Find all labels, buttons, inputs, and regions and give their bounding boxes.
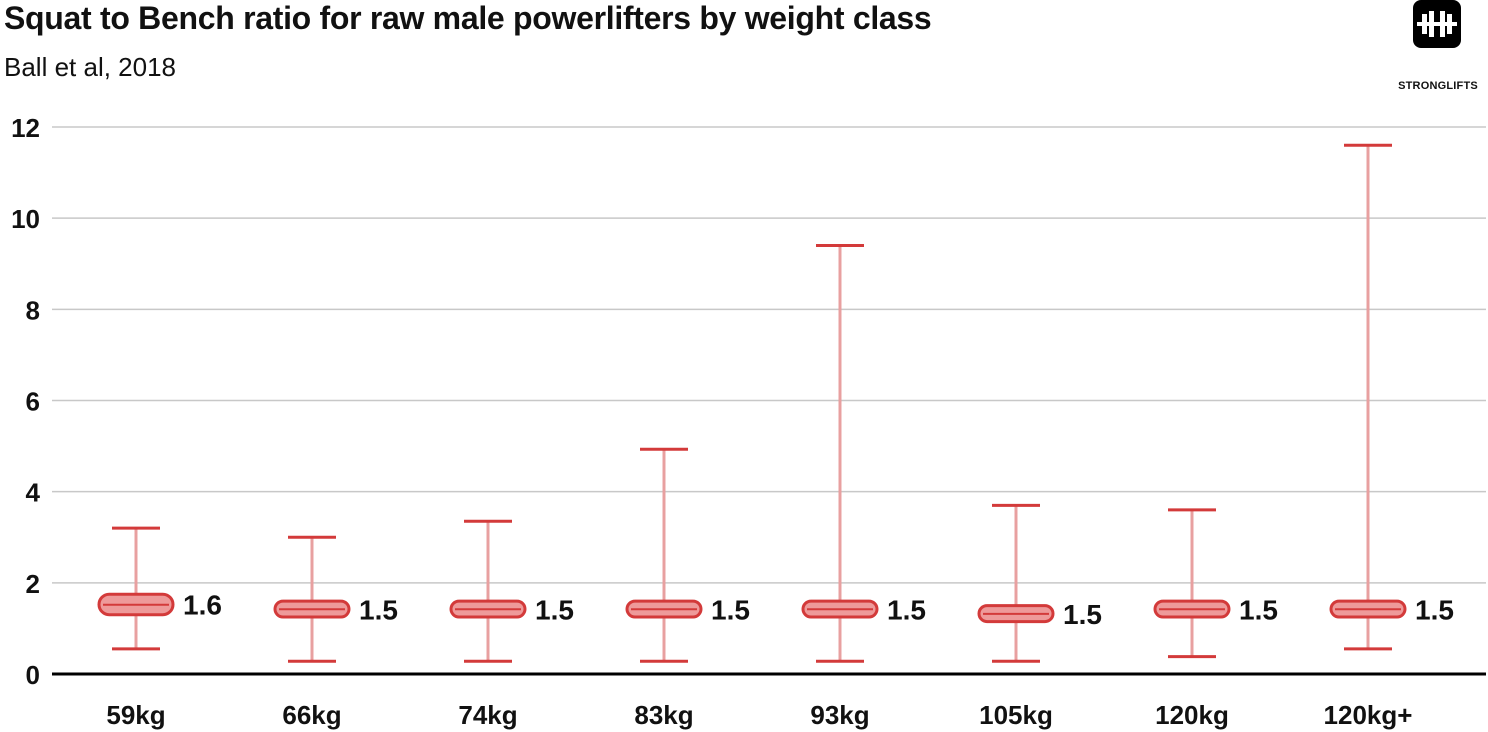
y-tick-label-0: 0 (26, 660, 40, 690)
x-tick-label-120kg: 120kg (1155, 700, 1229, 730)
x-tick-label-74kg: 74kg (458, 700, 517, 730)
y-tick-label-8: 8 (26, 295, 40, 325)
box-group-120kg+: 1.5 (1329, 143, 1454, 651)
x-tick-label-93kg: 93kg (810, 700, 869, 730)
y-tick-label-4: 4 (26, 478, 41, 508)
brand-name: STRONGLIFTS (1398, 80, 1478, 92)
y-tick-label-12: 12 (11, 113, 40, 143)
box-group-66kg: 1.5 (273, 535, 398, 663)
x-tick-label-66kg: 66kg (282, 700, 341, 730)
x-tick-label-105kg: 105kg (979, 700, 1053, 730)
y-tick-label-10: 10 (11, 204, 40, 234)
x-axis-category-labels: 59kg 66kg 74kg 83kg 93kg 105kg 120kg 120kg+ (106, 700, 1412, 730)
data-label-105kg: 1.5 (1063, 599, 1102, 630)
box-group-105kg: 1.5 (977, 503, 1102, 663)
y-axis-tick-labels: 0 2 4 6 8 10 12 (11, 113, 40, 690)
box-group-93kg: 1.5 (801, 244, 926, 663)
box-plot-series: 1.6 1.5 1.5 1.5 1.5 1.5 1.5 1.5 (97, 143, 1454, 663)
chart-title: Squat to Bench ratio for raw male powerl… (4, 0, 932, 36)
data-label-66kg: 1.5 (359, 594, 398, 625)
data-label-74kg: 1.5 (535, 594, 574, 625)
x-tick-label-59kg: 59kg (106, 700, 165, 730)
brand-logo[interactable]: STRONGLIFTS (1388, 0, 1488, 100)
data-label-120kg: 1.5 (1239, 594, 1278, 625)
box-group-120kg: 1.5 (1153, 508, 1278, 659)
data-label-120kg+: 1.5 (1415, 594, 1454, 625)
data-label-59kg: 1.6 (183, 590, 222, 621)
barbell-icon (1413, 0, 1461, 48)
box-group-59kg: 1.6 (97, 526, 222, 651)
grid-lines (52, 126, 1486, 584)
data-label-83kg: 1.5 (711, 594, 750, 625)
y-tick-label-6: 6 (26, 387, 40, 417)
box-group-83kg: 1.5 (625, 447, 750, 663)
box-group-74kg: 1.5 (449, 519, 574, 663)
x-tick-label-120kg+: 120kg+ (1324, 700, 1413, 730)
data-label-93kg: 1.5 (887, 594, 926, 625)
chart-subtitle: Ball et al, 2018 (4, 52, 177, 82)
y-tick-label-2: 2 (26, 569, 40, 599)
x-tick-label-83kg: 83kg (634, 700, 693, 730)
